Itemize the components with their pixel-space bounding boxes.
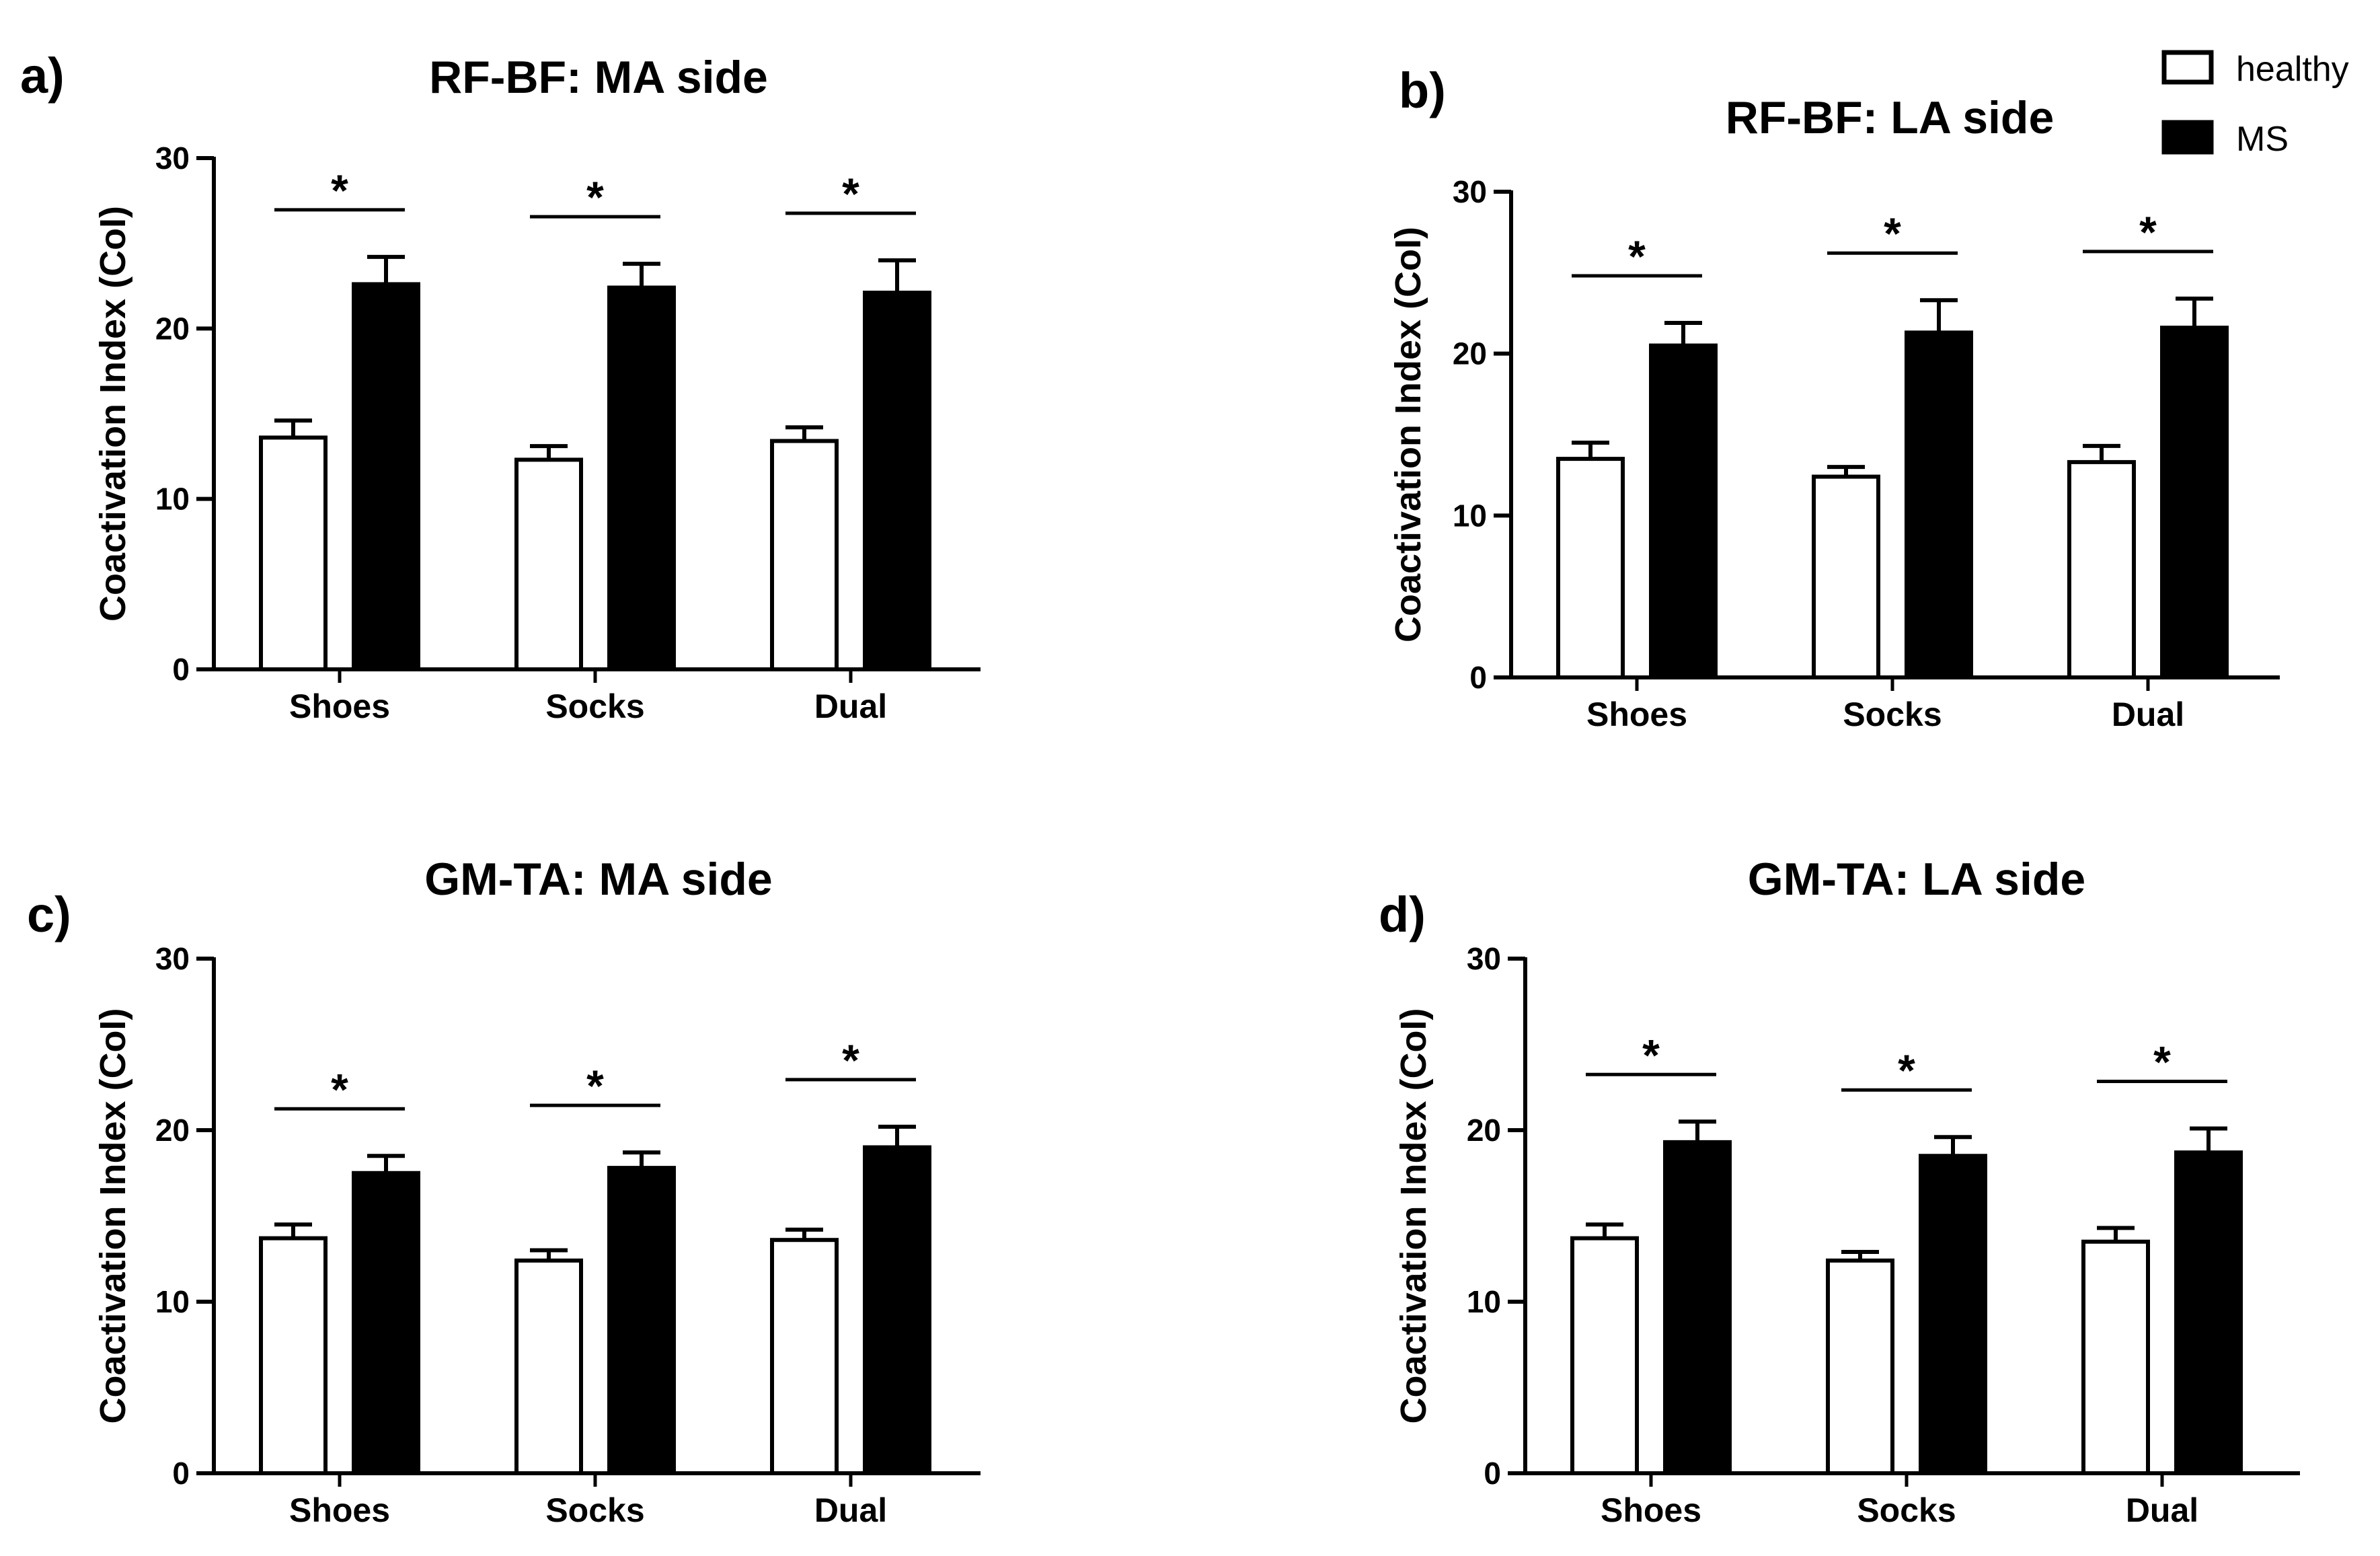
significance-star: * (586, 1061, 604, 1111)
y-tick-label: 0 (1484, 1456, 1501, 1491)
chart-panel-d: d) GM-TA: LA side Coactivation Index (CoI)… (1379, 854, 2300, 1529)
chart-panel-b: b) RF-BF: LA side Coactivation Index (CoI)… (1388, 63, 2280, 733)
x-tick-label: Socks (545, 688, 644, 725)
significance-star: * (331, 1064, 348, 1114)
x-tick-label: Dual (2112, 696, 2184, 733)
x-tick-label: Shoes (1586, 696, 1687, 733)
chart-title: RF-BF: MA side (429, 52, 768, 103)
x-tick-label: Socks (545, 1491, 644, 1529)
significance-star: * (1898, 1045, 1915, 1095)
y-tick-label: 10 (1467, 1284, 1501, 1319)
chart-title: GM-TA: MA side (424, 854, 773, 905)
significance-star: * (2153, 1037, 2171, 1086)
significance-star: * (2139, 207, 2157, 257)
x-tick-label: Socks (1843, 696, 1942, 733)
significance-star: * (586, 172, 604, 222)
y-tick-label: 30 (1467, 941, 1501, 976)
y-tick-label: 0 (172, 652, 190, 687)
bar-ms-socks (607, 1166, 676, 1475)
bar-healthy-socks (1812, 474, 1880, 679)
bar-ms-shoes (352, 1171, 420, 1475)
y-tick-label: 20 (155, 1113, 190, 1148)
bar-ms-dual (2160, 326, 2229, 680)
y-tick-label: 30 (1453, 174, 1487, 209)
bar-healthy-shoes (1570, 1236, 1639, 1476)
legend: healthy MS (2161, 50, 2349, 159)
y-tick-label: 0 (1469, 660, 1487, 695)
x-tick-label: Shoes (289, 1491, 390, 1529)
chart-title: RF-BF: LA side (1726, 92, 2055, 143)
bar-healthy-shoes (259, 1236, 328, 1476)
y-tick-label: 20 (155, 311, 190, 346)
legend-swatch-healthy (2161, 50, 2214, 85)
bar-healthy-shoes (259, 435, 328, 671)
bar-healthy-socks (1826, 1258, 1894, 1476)
x-tick-label: Socks (1857, 1491, 1956, 1529)
bar-healthy-socks (514, 1258, 583, 1476)
chart-title: GM-TA: LA side (1748, 854, 2085, 905)
x-tick-label: Dual (814, 1491, 887, 1529)
y-tick-label: 30 (155, 141, 190, 176)
y-tick-label: 10 (1453, 498, 1487, 533)
bar-ms-shoes (1649, 343, 1718, 680)
y-tick-label: 30 (155, 941, 190, 976)
panel-label: a) (20, 48, 65, 104)
x-tick-label: Shoes (289, 688, 390, 725)
significance-star: * (1642, 1030, 1660, 1080)
panel-label: d) (1379, 887, 1426, 942)
x-tick-label: Shoes (1601, 1491, 1701, 1529)
y-axis-label: Coactivation Index (CoI) (1393, 1008, 1434, 1423)
legend-swatch-ms (2161, 120, 2214, 155)
y-axis-label: Coactivation Index (CoI) (1388, 227, 1428, 642)
x-tick-label: Dual (2126, 1491, 2198, 1529)
panel-label: c) (27, 887, 71, 942)
bar-healthy-dual (2067, 459, 2136, 679)
y-tick-label: 20 (1467, 1113, 1501, 1148)
bar-ms-dual (863, 291, 931, 671)
bar-ms-dual (863, 1145, 931, 1475)
bar-healthy-dual (770, 439, 839, 671)
significance-star: * (1884, 209, 1901, 258)
y-tick-label: 10 (155, 482, 190, 517)
y-axis-label: Coactivation Index (CoI) (93, 1008, 133, 1423)
chart-panel-a: a) RF-BF: MA side Coactivation Index (CoI)… (20, 48, 981, 725)
bar-ms-dual (2174, 1150, 2243, 1476)
significance-star: * (842, 169, 859, 219)
y-tick-label: 20 (1453, 336, 1487, 371)
x-tick-label: Dual (814, 688, 887, 725)
chart-panel-c: c) GM-TA: MA side Coactivation Index (CoI)… (27, 854, 981, 1529)
y-tick-label: 0 (172, 1456, 190, 1491)
bar-ms-socks (1905, 330, 1973, 679)
bar-ms-shoes (1663, 1140, 1732, 1475)
legend-label-ms: MS (2236, 120, 2289, 159)
significance-star: * (1628, 231, 1646, 281)
y-axis-label: Coactivation Index (CoI) (93, 206, 133, 622)
panel-label: b) (1399, 63, 1446, 118)
bar-ms-socks (607, 285, 676, 671)
bar-healthy-shoes (1556, 457, 1625, 679)
significance-star: * (331, 165, 348, 215)
bar-healthy-dual (770, 1238, 839, 1475)
bar-ms-socks (1919, 1154, 1987, 1475)
bar-healthy-socks (514, 457, 583, 672)
legend-label-healthy: healthy (2236, 50, 2349, 89)
bar-healthy-dual (2081, 1239, 2150, 1475)
y-tick-label: 10 (155, 1284, 190, 1319)
bar-ms-shoes (352, 282, 420, 671)
significance-star: * (842, 1035, 859, 1085)
